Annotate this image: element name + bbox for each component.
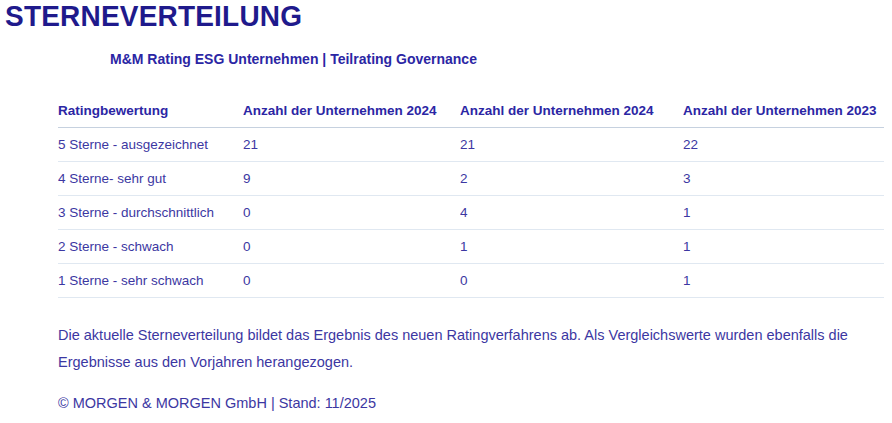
rating-label: 5 Sterne - ausgezeichnet: [58, 127, 243, 161]
count-cell: 4: [460, 195, 683, 229]
star-distribution-table: RatingbewertungAnzahl der Unternehmen 20…: [58, 94, 884, 298]
column-header: Anzahl der Unternehmen 2023: [683, 94, 884, 127]
count-cell: 0: [243, 195, 460, 229]
rating-label: 1 Sterne - sehr schwach: [58, 263, 243, 297]
page: STERNEVERTEILUNG M&M Rating ESG Unterneh…: [0, 0, 892, 423]
count-cell: 1: [683, 195, 884, 229]
count-cell: 2: [460, 161, 683, 195]
page-title: STERNEVERTEILUNG: [5, 0, 302, 33]
column-header: Anzahl der Unternehmen 2024: [460, 94, 683, 127]
count-cell: 3: [683, 161, 884, 195]
count-cell: 0: [243, 263, 460, 297]
copyright-footer: © MORGEN & MORGEN GmbH | Stand: 11/2025: [58, 395, 376, 411]
count-cell: 1: [683, 263, 884, 297]
rating-label: 2 Sterne - schwach: [58, 229, 243, 263]
table-body: 5 Sterne - ausgezeichnet 21 21 22 4 Ster…: [58, 127, 884, 297]
table-row: 2 Sterne - schwach 0 1 1: [58, 229, 884, 263]
count-cell: 0: [243, 229, 460, 263]
count-cell: 1: [683, 229, 884, 263]
count-cell: 21: [460, 127, 683, 161]
count-cell: 1: [460, 229, 683, 263]
count-cell: 22: [683, 127, 884, 161]
column-header: Ratingbewertung: [58, 94, 243, 127]
count-cell: 21: [243, 127, 460, 161]
table-head-row: RatingbewertungAnzahl der Unternehmen 20…: [58, 94, 884, 127]
table-row: 5 Sterne - ausgezeichnet 21 21 22: [58, 127, 884, 161]
count-cell: 0: [460, 263, 683, 297]
rating-label: 4 Sterne- sehr gut: [58, 161, 243, 195]
table-row: 4 Sterne- sehr gut 9 2 3: [58, 161, 884, 195]
table-row: 1 Sterne - sehr schwach 0 0 1: [58, 263, 884, 297]
count-cell: 9: [243, 161, 460, 195]
column-header: Anzahl der Unternehmen 2024: [243, 94, 460, 127]
table-row: 3 Sterne - durchschnittlich 0 4 1: [58, 195, 884, 229]
rating-subtitle: M&M Rating ESG Unternehmen | Teilrating …: [110, 51, 477, 67]
rating-label: 3 Sterne - durchschnittlich: [58, 195, 243, 229]
description-text: Die aktuelle Sterneverteilung bildet das…: [58, 322, 858, 376]
